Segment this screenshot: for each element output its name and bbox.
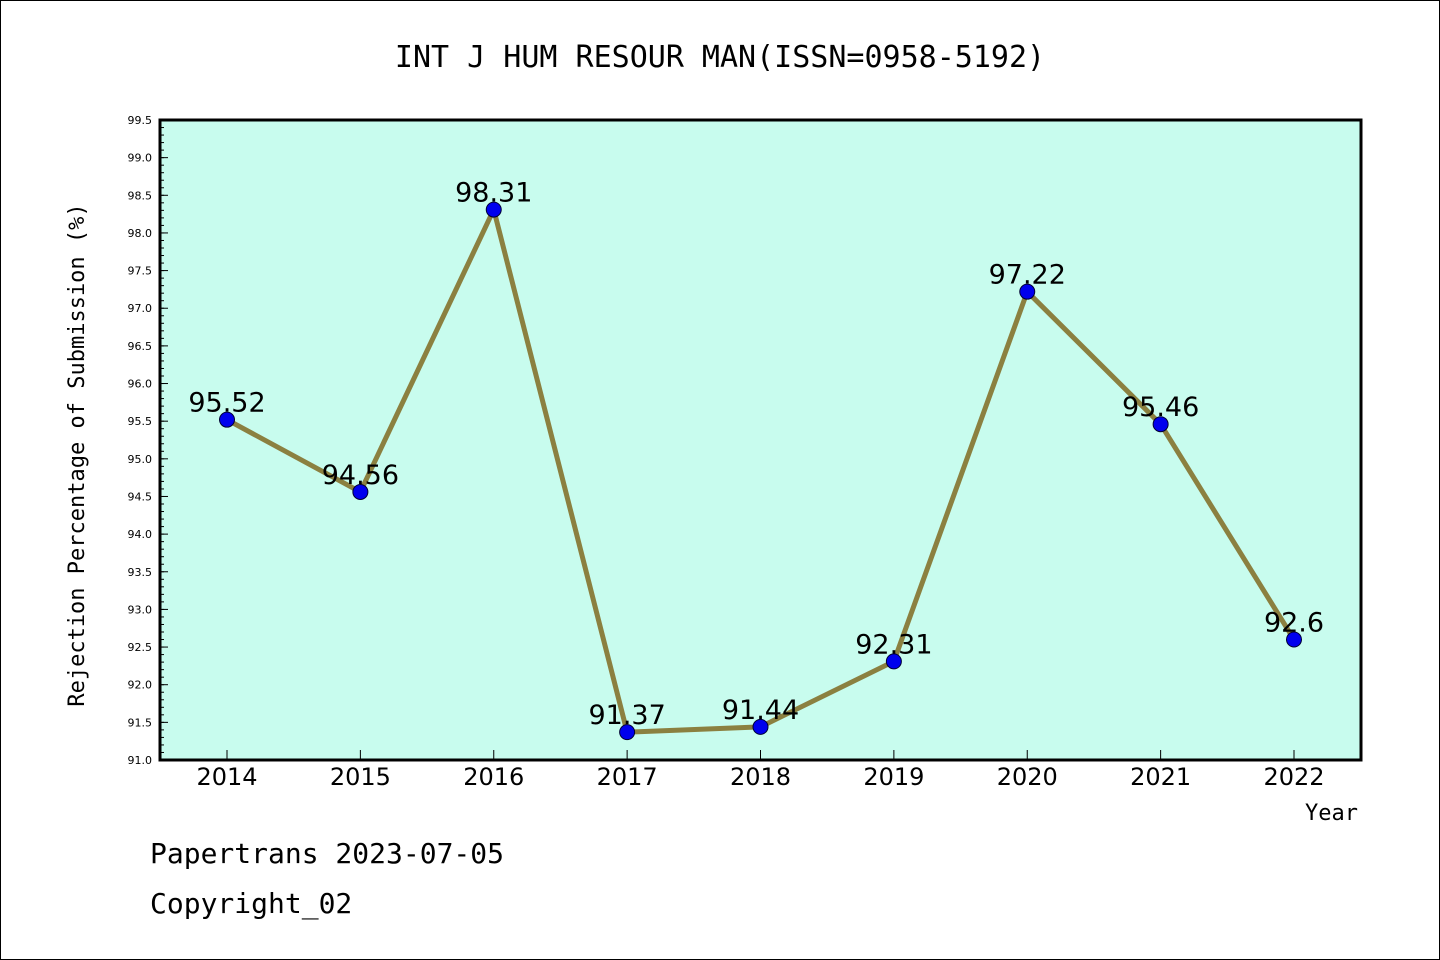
- plot-border: [158, 118, 1363, 762]
- data-point: [885, 653, 902, 670]
- chart-title: INT J HUM RESOUR MAN(ISSN=0958-5192): [395, 40, 1045, 75]
- x-tick-label: 2021: [1130, 763, 1191, 791]
- data-point: [1286, 631, 1302, 648]
- data-point: [1152, 416, 1169, 433]
- data-label: 94.56: [322, 460, 399, 491]
- x-tick-label: 2015: [330, 763, 391, 791]
- x-tick-label: 2017: [597, 763, 658, 791]
- x-axis: 2014 2015 2016 2017 2018 2019 2020 2021 2022: [196, 750, 1325, 791]
- data-label: 91.44: [722, 695, 799, 726]
- y-tick-label: 99.5: [128, 114, 153, 127]
- y-tick-label: 92.5: [128, 641, 153, 654]
- data-label: 95.46: [1122, 392, 1199, 423]
- data-label: 92.6: [1264, 608, 1324, 639]
- y-axis-label: Rejection Percentage of Submission (%): [65, 203, 90, 706]
- footer-copyright: Copyright_02: [150, 887, 352, 921]
- x-tick-label: 2018: [730, 763, 791, 791]
- y-tick-label: 91.5: [128, 716, 153, 729]
- x-axis-label: Year: [1305, 801, 1358, 826]
- data-point: [1019, 283, 1036, 300]
- data-label: 97.22: [989, 260, 1066, 291]
- y-tick-label: 97.0: [128, 302, 153, 315]
- y-tick-label: 91.0: [128, 754, 153, 767]
- x-tick-label: 2019: [863, 763, 924, 791]
- y-tick-label: 93.5: [128, 566, 153, 579]
- data-point: [485, 201, 502, 218]
- data-label: 98.31: [455, 178, 532, 209]
- y-tick-label: 99.0: [128, 152, 153, 165]
- data-label: 91.37: [588, 700, 665, 731]
- data-point: [619, 724, 636, 741]
- data-point: [219, 411, 235, 428]
- x-tick-label: 2016: [463, 763, 524, 791]
- data-label: 92.31: [855, 629, 932, 660]
- y-tick-label: 95.5: [128, 415, 153, 428]
- footer-date: Papertrans 2023-07-05: [150, 837, 504, 870]
- y-tick-label: 94.5: [128, 490, 153, 503]
- y-tick-label: 94.0: [128, 528, 153, 541]
- data-labels: 95.52 94.56 98.31 91.37 91.44 92.31 97.22 95.46…: [188, 178, 1324, 732]
- y-tick-label: 97.5: [128, 265, 153, 278]
- y-tick-label: 92.0: [128, 679, 153, 692]
- plot-area: [160, 120, 1361, 760]
- data-markers: [219, 201, 1302, 741]
- y-tick-label: 98.5: [128, 189, 153, 202]
- y-tick-label: 96.5: [128, 340, 153, 353]
- data-label: 95.52: [188, 388, 265, 419]
- data-point: [352, 483, 369, 500]
- data-point: [752, 718, 769, 735]
- y-tick-label: 98.0: [128, 227, 153, 240]
- x-tick-label: 2022: [1263, 763, 1324, 791]
- x-tick-label: 2020: [997, 763, 1058, 791]
- y-tick-label: 96.0: [128, 378, 153, 391]
- y-tick-label: 93.0: [128, 603, 153, 616]
- y-tick-label: 95.0: [128, 453, 153, 466]
- x-tick-label: 2014: [196, 763, 257, 791]
